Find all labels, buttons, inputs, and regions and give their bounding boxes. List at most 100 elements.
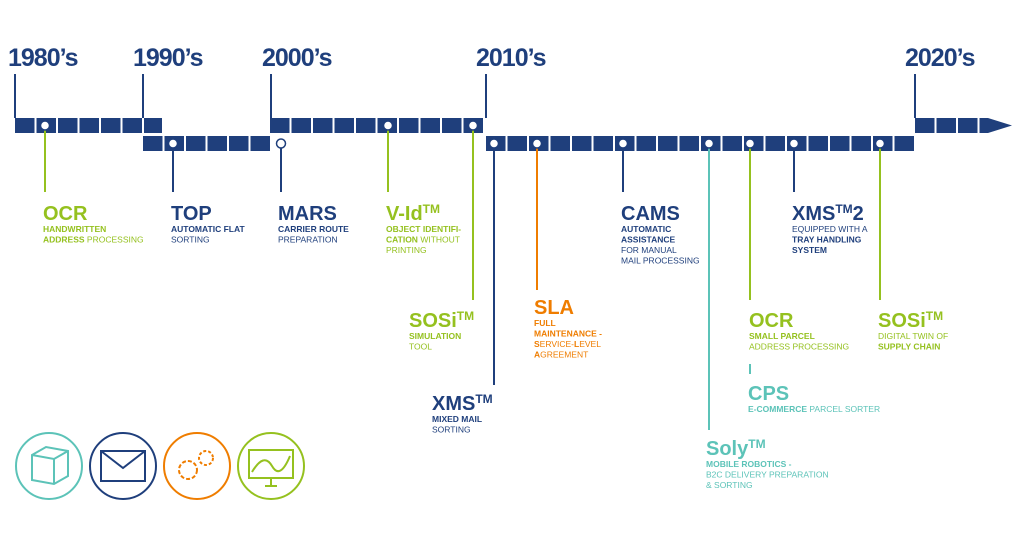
item-description: PREPARATION [278,235,338,245]
item-description: ASSISTANCE [621,235,675,245]
description-part: E-COMMERCE [748,404,807,414]
item-title: SOSiTM [878,309,943,332]
milestone-dot [703,138,715,149]
item-description: MIXED MAIL [432,414,482,424]
item-title: XMSTM2 [792,202,864,225]
item-title: OCR [749,310,794,332]
item-description: AUTOMATIC FLAT [171,224,245,234]
description-part: ADDRESS [43,235,85,245]
decade-label: 1980’s [8,44,78,72]
item-description: MAINTENANCE - [534,329,602,339]
arrow-head [988,118,1012,133]
title-text: CPS [748,383,789,405]
bar-block [851,136,871,151]
item-description: CARRIER ROUTE [278,224,349,234]
item-description: DIGITAL TWIN OF [878,331,948,341]
item-description: & SORTING [706,480,753,490]
description-part: TOOL [409,342,432,352]
title-text: Soly [706,438,749,460]
item-description: AUTOMATIC [621,224,671,234]
bar-block [356,118,376,133]
milestone-dot [275,138,287,149]
description-part: SORTING [171,235,210,245]
item-description: ADDRESS PROCESSING [43,235,144,245]
item-title: SLA [534,297,574,319]
item-description: AGREEMENT [534,350,588,360]
title-sup: TM [926,309,943,323]
description-part: AUTOMATIC FLAT [171,224,245,234]
item-description: SORTING [171,235,210,245]
description-part: B2C DELIVERY PREPARATION [706,470,829,480]
bar-block [894,136,914,151]
item-description: CATION WITHOUT [386,235,460,245]
bar-block [250,136,270,151]
item-description: TOOL [409,342,432,352]
description-part: HANDWRITTEN [43,224,106,234]
description-part: A [534,350,540,360]
item-description: SMALL PARCEL [749,331,815,341]
item-description: B2C DELIVERY PREPARATION [706,470,829,480]
milestone-dot [617,138,629,149]
title-text: OCR [43,203,88,225]
description-part: MAIL PROCESSING [621,256,700,266]
item-description: TRAY HANDLING [792,235,862,245]
bar-block [915,118,935,133]
description-part: FULL [534,318,556,328]
bar-block [442,118,462,133]
description-part: MOBILE ROBOTICS - [706,459,792,469]
description-part: ERVICE- [540,339,574,349]
description-part: EVEL [579,339,601,349]
description-part: SUPPLY CHAIN [878,342,940,352]
description-part: SORTING [432,425,471,435]
description-part: EQUIPPED WITH A [792,224,868,234]
title-text: SLA [534,297,574,319]
bar-block [507,136,527,151]
item-description: SUPPLY CHAIN [878,342,940,352]
item-description: SYSTEM [792,245,827,255]
description-part: AUTOMATIC [621,224,671,234]
title-end: 2 [853,203,864,225]
bar-block [958,118,978,133]
title-text: SOSi [878,310,926,332]
bar-block [186,136,206,151]
title-sup: TM [748,437,765,451]
milestone-dot [39,120,51,131]
item-title: XMSTM [432,392,493,415]
bar-block [79,118,99,133]
bar-block [270,118,290,133]
decade-label: 2020’s [905,44,975,72]
description-part: CATION [386,235,418,245]
description-part: PROCESSING [85,235,144,245]
item-description: SERVICE-LEVEL [534,339,601,349]
bar-block [808,136,828,151]
bar-block [658,136,678,151]
description-part: MAINTENANCE - [534,329,602,339]
description-part: PRINTING [386,245,427,255]
item-description: SIMULATION [409,331,461,341]
bar-block [636,136,656,151]
description-part: SYSTEM [792,245,827,255]
title-sup: TM [835,202,852,216]
title-text: XMS [432,393,475,415]
item-description: FOR MANUAL [621,245,677,255]
description-part: OBJECT IDENTIFI- [386,224,461,234]
item-title: CAMS [621,203,680,225]
description-part: & SORTING [706,480,753,490]
item-description: OBJECT IDENTIFI- [386,224,461,234]
bar-block [58,118,78,133]
bar-block [399,118,419,133]
item-title: TOP [171,203,212,225]
item-title: OCR [43,203,88,225]
title-sup: TM [423,202,440,216]
bar-block [936,118,956,133]
description-part: S [534,339,540,349]
milestone-dot [167,138,179,149]
title-text: V-Id [386,203,423,225]
title-text: OCR [749,310,794,332]
item-title: MARS [278,203,337,225]
bar-block [15,118,35,133]
bar-block [679,136,699,151]
bar-block [765,136,785,151]
bar-block [420,118,440,133]
